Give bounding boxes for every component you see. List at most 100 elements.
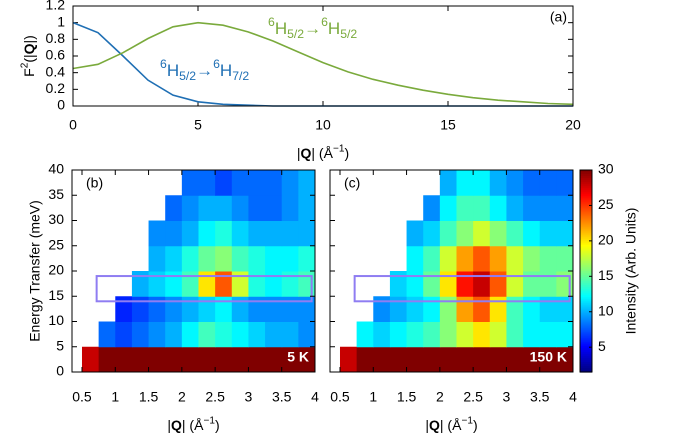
text-part: →	[304, 19, 321, 38]
heatmap-cell	[489, 346, 507, 373]
heatmap-cell	[439, 346, 457, 373]
temperature-label: 5 K	[287, 349, 309, 365]
y-tick-label: 10	[48, 312, 64, 328]
colorbar-step	[580, 337, 592, 341]
heatmap-cell	[506, 245, 524, 272]
colorbar-step	[580, 347, 592, 351]
heatmap-cell	[506, 296, 524, 322]
heatmap-cell	[215, 296, 233, 322]
heatmap-cell	[456, 245, 474, 272]
colorbar-step	[580, 303, 592, 306]
text-part: )	[473, 417, 478, 433]
y-tick-label: 0.6	[46, 47, 66, 63]
text-part: H	[167, 61, 179, 80]
colorbar-step	[580, 307, 592, 310]
heatmap-cell	[489, 271, 507, 297]
colorbar-step	[580, 170, 592, 173]
plot-frame	[329, 169, 574, 373]
colorbar-step	[580, 178, 592, 181]
heatmap-cell	[539, 245, 557, 272]
heatmap-cell	[423, 346, 441, 373]
series-label: 6H5/2→6H5/2	[268, 15, 357, 41]
heatmap-cell	[456, 170, 474, 196]
colorbar-step	[580, 200, 592, 203]
colorbar-step	[580, 174, 592, 177]
text-part: F	[21, 68, 37, 77]
series-line	[72, 21, 573, 107]
heatmap-cell	[473, 245, 491, 272]
heatmap-cell	[131, 296, 150, 322]
text-part: Q	[301, 145, 312, 161]
heatmap-cell	[473, 170, 491, 196]
y-axis-label: Energy Transfer (meV)	[27, 200, 43, 342]
heatmap-cell	[373, 346, 391, 373]
colorbar-step	[580, 190, 592, 193]
x-tick-label: 2	[436, 389, 444, 405]
heatmap-cell	[198, 321, 216, 348]
heatmap-cell	[165, 321, 183, 348]
heatmap-cell	[281, 245, 299, 272]
colorbar-step	[580, 210, 592, 214]
heatmap-cell	[198, 296, 216, 322]
colorbar-step	[580, 244, 592, 248]
colorbar-step	[580, 268, 592, 272]
text-part: H	[328, 19, 340, 38]
heatmap-cell	[539, 170, 557, 196]
heatmap-cell	[506, 195, 524, 221]
panel-label: (c)	[344, 175, 360, 191]
x-tick-label: 2.5	[463, 389, 483, 405]
heatmap-cell	[556, 220, 574, 247]
heatmap-cell	[539, 296, 557, 322]
y-tick-label: 0.8	[46, 30, 66, 46]
text-part: 7/2	[232, 69, 249, 83]
colorbar-step	[580, 311, 592, 315]
y-tick-label: 1.2	[46, 0, 66, 13]
heatmap-cell	[115, 321, 133, 348]
text-part: H	[220, 61, 232, 80]
heatmap-cell	[281, 220, 299, 247]
colorbar-step	[580, 212, 592, 216]
colorbar-step	[580, 254, 592, 258]
x-tick-label: 3.5	[530, 389, 550, 405]
heatmap-cell	[556, 346, 574, 373]
heatmap-cell	[198, 346, 216, 373]
text-part: 5/2	[287, 27, 304, 41]
colorbar-step	[580, 258, 592, 262]
colorbar-frame	[579, 169, 593, 373]
heatmap-cell	[115, 296, 133, 322]
heatmap-cell	[198, 245, 216, 272]
heatmap-cell	[165, 271, 183, 297]
heatmap-cell	[506, 220, 524, 247]
x-axis-label: |Q| (Å−1)	[425, 415, 477, 433]
heatmap-cell	[231, 296, 249, 322]
colorbar-step	[580, 365, 592, 369]
heatmap-cell	[248, 346, 266, 373]
colorbar-step	[580, 240, 592, 244]
colorbar-step	[580, 176, 592, 179]
colorbar-step	[580, 331, 592, 335]
text-part: −1	[333, 143, 345, 154]
heatmap-cell	[231, 321, 249, 348]
heatmap-cell	[298, 170, 316, 196]
heatmap-cell	[198, 195, 216, 221]
heatmap-cell	[506, 271, 524, 297]
heatmap-cell	[423, 245, 441, 272]
text-part: −1	[461, 415, 473, 426]
heatmap-cell	[523, 346, 541, 373]
colorbar-step	[580, 297, 592, 300]
colorbar-step	[580, 289, 592, 292]
heatmap-cell	[298, 346, 316, 373]
panel-label: (b)	[86, 175, 103, 191]
heatmap-cell	[281, 271, 299, 297]
heatmap-cell	[439, 245, 457, 272]
x-tick-label: 15	[440, 117, 456, 133]
heatmap-cell	[523, 170, 541, 196]
text-part: )	[344, 145, 349, 161]
heatmap-cell	[181, 271, 199, 297]
colorbar-step	[580, 325, 592, 329]
x-axis-label: |Q| (Å−1)	[297, 143, 349, 161]
y-tick-label: 25	[48, 236, 64, 252]
heatmap-cell	[389, 346, 408, 373]
colorbar-tick-label: 15	[598, 267, 614, 283]
heatmap-cell	[339, 346, 358, 373]
